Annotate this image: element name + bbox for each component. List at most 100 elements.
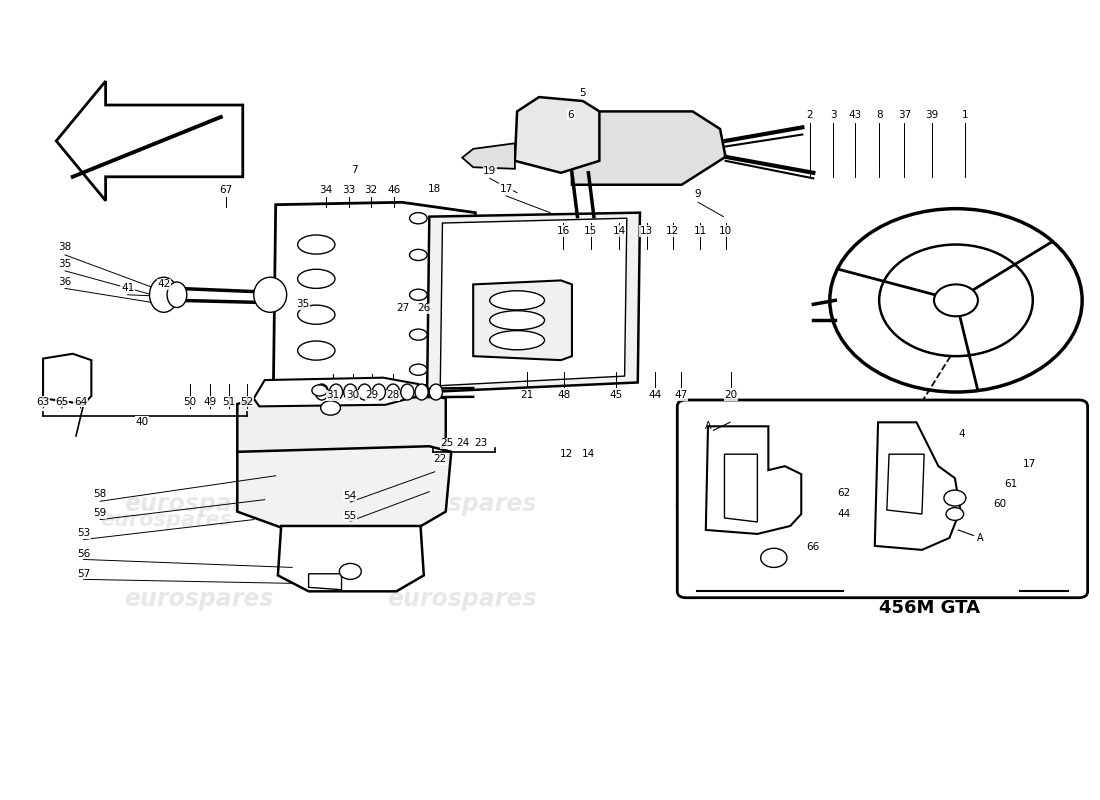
- Text: eurospares: eurospares: [387, 492, 537, 516]
- Ellipse shape: [490, 310, 544, 330]
- Text: 18: 18: [428, 184, 441, 194]
- Text: 33: 33: [342, 186, 355, 195]
- Ellipse shape: [490, 290, 544, 310]
- Text: 14: 14: [613, 226, 626, 236]
- Ellipse shape: [409, 329, 427, 340]
- Polygon shape: [254, 378, 418, 406]
- Text: 19: 19: [483, 166, 496, 176]
- Ellipse shape: [490, 330, 544, 350]
- Text: 11: 11: [694, 226, 707, 236]
- Text: 47: 47: [674, 390, 688, 400]
- Text: 66: 66: [806, 542, 820, 553]
- Text: 2: 2: [806, 110, 813, 120]
- Text: 13: 13: [640, 226, 653, 236]
- Text: 38: 38: [58, 242, 72, 252]
- Ellipse shape: [429, 384, 442, 400]
- Text: 65: 65: [55, 397, 68, 406]
- Text: 23: 23: [474, 438, 487, 448]
- Text: 40: 40: [135, 417, 149, 426]
- Text: eurospares: eurospares: [726, 510, 857, 530]
- Polygon shape: [43, 354, 91, 404]
- Text: 56: 56: [77, 549, 90, 559]
- Ellipse shape: [150, 278, 178, 312]
- Ellipse shape: [409, 364, 427, 375]
- Text: 54: 54: [343, 490, 356, 501]
- Text: 44: 44: [837, 509, 850, 519]
- Text: 27: 27: [396, 303, 409, 314]
- Text: 26: 26: [417, 303, 430, 314]
- Ellipse shape: [298, 270, 334, 288]
- Polygon shape: [238, 394, 446, 458]
- Text: 9: 9: [695, 190, 702, 199]
- Text: 39: 39: [925, 110, 938, 120]
- Ellipse shape: [298, 235, 334, 254]
- Text: 49: 49: [204, 397, 217, 406]
- Circle shape: [321, 401, 340, 415]
- Polygon shape: [462, 143, 515, 169]
- Text: 51: 51: [222, 397, 235, 406]
- Text: 24: 24: [456, 438, 470, 448]
- Ellipse shape: [316, 384, 329, 400]
- Circle shape: [312, 385, 328, 396]
- Circle shape: [761, 548, 786, 567]
- Text: 456M GTA: 456M GTA: [879, 599, 980, 618]
- Text: 42: 42: [157, 279, 170, 290]
- Text: 4: 4: [958, 430, 965, 439]
- Polygon shape: [278, 526, 424, 591]
- Text: 40: 40: [135, 417, 149, 426]
- Circle shape: [934, 285, 978, 316]
- Text: eurospares: eurospares: [100, 510, 232, 530]
- Text: eurospares: eurospares: [673, 492, 823, 516]
- Polygon shape: [440, 218, 627, 386]
- Text: 57: 57: [77, 569, 90, 578]
- Polygon shape: [515, 97, 600, 173]
- Ellipse shape: [330, 384, 342, 400]
- Text: 14: 14: [582, 450, 595, 459]
- Text: A: A: [977, 533, 983, 543]
- Text: 63: 63: [36, 397, 50, 406]
- Ellipse shape: [372, 384, 385, 400]
- FancyBboxPatch shape: [678, 400, 1088, 598]
- Ellipse shape: [298, 341, 334, 360]
- Polygon shape: [238, 446, 451, 527]
- Ellipse shape: [254, 278, 287, 312]
- Text: 36: 36: [58, 277, 72, 287]
- Text: eurospares: eurospares: [387, 587, 537, 611]
- Ellipse shape: [343, 384, 356, 400]
- Text: 64: 64: [74, 397, 87, 406]
- Text: 21: 21: [520, 390, 534, 400]
- Text: 10: 10: [719, 226, 733, 236]
- Text: 31: 31: [326, 390, 340, 400]
- Polygon shape: [309, 574, 341, 590]
- Text: 15: 15: [584, 226, 597, 236]
- Polygon shape: [725, 454, 758, 522]
- Text: 53: 53: [77, 528, 90, 538]
- Circle shape: [339, 563, 361, 579]
- Ellipse shape: [386, 384, 399, 400]
- Text: 5: 5: [580, 88, 586, 98]
- Text: eurospares: eurospares: [124, 492, 274, 516]
- Text: 35: 35: [297, 299, 310, 310]
- Text: 34: 34: [319, 186, 333, 195]
- Ellipse shape: [298, 305, 334, 324]
- Circle shape: [944, 490, 966, 506]
- Text: 45: 45: [609, 390, 623, 400]
- Polygon shape: [706, 426, 801, 534]
- Text: A: A: [705, 422, 712, 431]
- Text: 62: 62: [837, 488, 850, 498]
- Text: 25: 25: [440, 438, 453, 448]
- Polygon shape: [874, 422, 960, 550]
- Text: 8: 8: [876, 110, 882, 120]
- Text: 1: 1: [961, 110, 968, 120]
- Ellipse shape: [409, 289, 427, 300]
- Polygon shape: [572, 111, 726, 185]
- Text: 12: 12: [560, 450, 573, 459]
- Ellipse shape: [167, 282, 187, 307]
- Text: 32: 32: [364, 186, 377, 195]
- Ellipse shape: [409, 213, 427, 224]
- Polygon shape: [274, 202, 475, 392]
- Text: 17: 17: [499, 184, 513, 194]
- Text: 28: 28: [386, 390, 399, 400]
- Text: 46: 46: [387, 186, 400, 195]
- Text: 12: 12: [667, 226, 680, 236]
